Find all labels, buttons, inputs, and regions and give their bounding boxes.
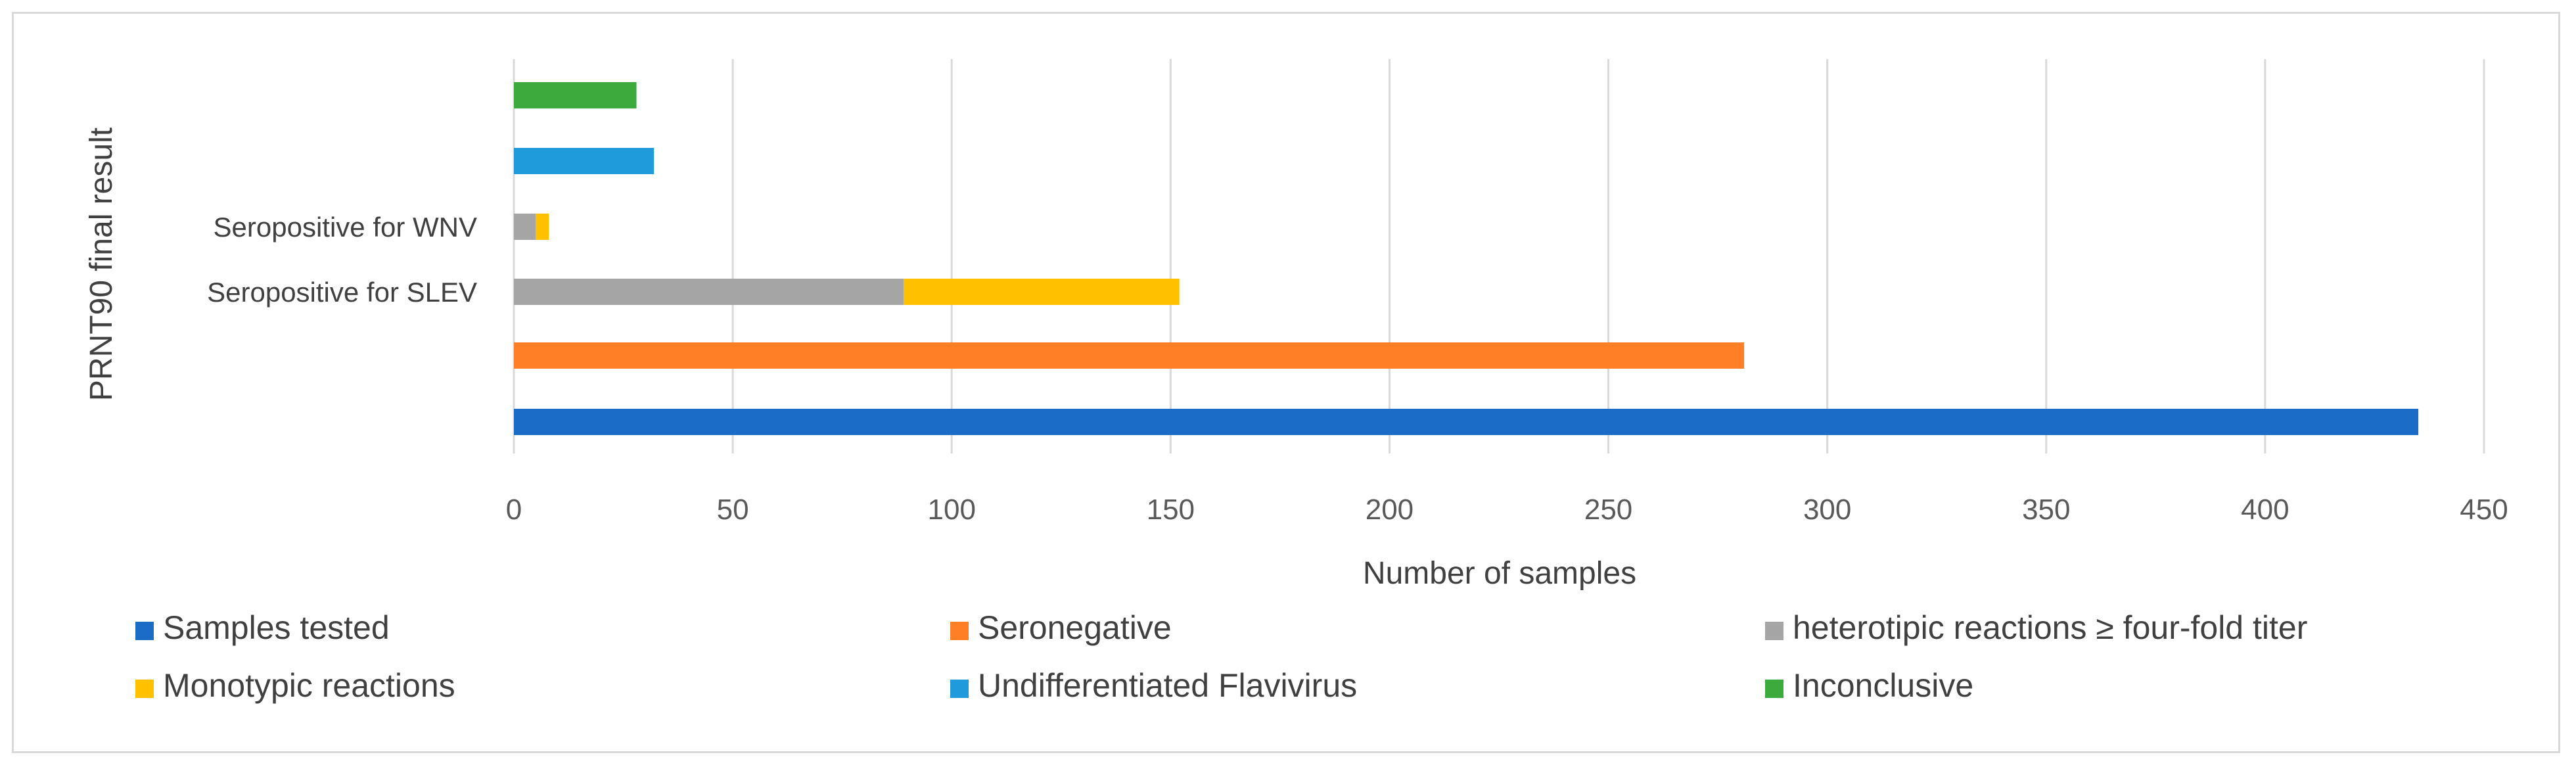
legend-swatch [135, 680, 154, 698]
bar-inconclusive [514, 82, 637, 108]
legend-swatch [950, 680, 969, 698]
category-label: Seropositive for SLEV [207, 277, 477, 308]
legend-swatch [135, 622, 154, 640]
bar-monotypic-reactions [536, 214, 549, 240]
legend-swatch [1765, 680, 1783, 698]
bar-undifferentiated-flavivirus [514, 148, 655, 174]
category-label: Seropositive for WNV [214, 212, 477, 243]
legend-label: Monotypic reactions [163, 667, 455, 704]
bar-monotypic-reactions [903, 279, 1180, 305]
x-tick-label: 200 [1366, 494, 1414, 526]
x-axis-title: Number of samples [1363, 556, 1636, 591]
legend: Samples tested Seronegative heterotipic re… [135, 609, 2307, 704]
x-tick-label: 350 [2022, 494, 2070, 526]
legend-label: Seronegative [978, 609, 1172, 646]
x-tick-label: 250 [1584, 494, 1632, 526]
bar-samples-tested [514, 409, 2419, 435]
bar-heterotipic-reactions-four-fold-titer [514, 279, 904, 305]
x-tick-label: 450 [2460, 494, 2508, 526]
bars [514, 82, 2419, 435]
y-axis-title: PRNT90 final result [84, 128, 119, 401]
gridlines [513, 59, 2485, 453]
x-tick-label: 300 [1803, 494, 1851, 526]
legend-swatch [950, 622, 969, 640]
legend-label: heterotipic reactions ≥ four-fold titer [1793, 609, 2307, 646]
chart-frame [12, 12, 2560, 753]
legend-label: Samples tested [163, 609, 390, 646]
bar-heterotipic-reactions-four-fold-titer [514, 214, 536, 240]
legend-label: Undifferentiated Flavivirus [978, 667, 1357, 704]
x-tick-label: 400 [2241, 494, 2289, 526]
x-tick-label: 100 [928, 494, 976, 526]
x-tick-label: 150 [1147, 494, 1195, 526]
legend-swatch [1765, 622, 1783, 640]
legend-label: Inconclusive [1793, 667, 1973, 704]
category-labels: Seropositive for SLEV Seropositive for WN… [207, 212, 477, 308]
x-tick-labels: 0 50 100 150 200 250 300 350 400 450 [506, 494, 2508, 526]
x-tick-label: 50 [717, 494, 749, 526]
bar-seronegative [514, 342, 1745, 369]
x-tick-label: 0 [506, 494, 522, 526]
